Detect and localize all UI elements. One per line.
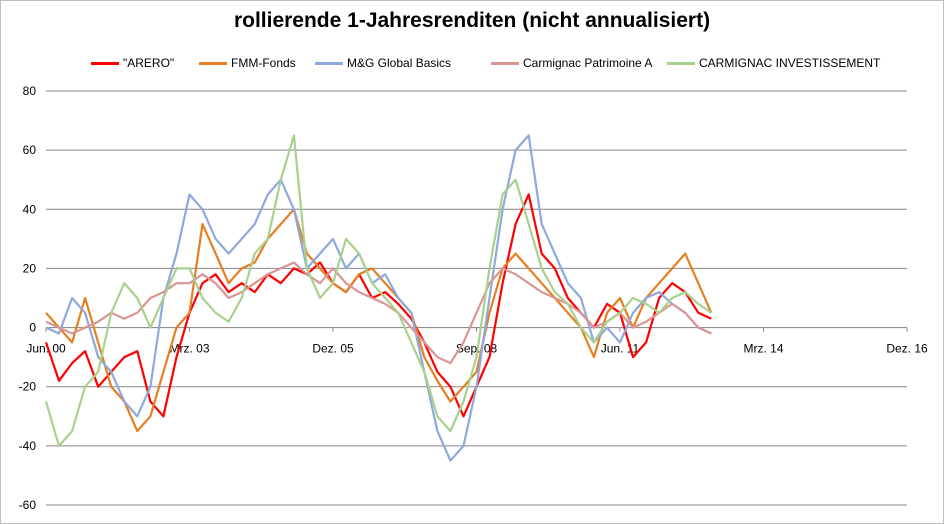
x-tick-label: Mrz. 14 (743, 342, 783, 356)
series-line-3 (45, 134, 712, 462)
legend: "ARERO" FMM-Fonds M&G Global Basics Carmign… (91, 55, 891, 71)
chart-title: rollierende 1-Jahresrenditen (nicht annu… (233, 9, 711, 32)
x-tick-label: Dez. 05 (312, 342, 354, 356)
y-tick-label: 40 (23, 202, 37, 216)
y-tick-label: 20 (23, 261, 37, 275)
legend-swatch (667, 62, 695, 65)
x-tick-label: Dez. 16 (886, 342, 928, 356)
y-tick-label: 0 (29, 321, 36, 335)
series-line-4 (45, 261, 712, 365)
legend-label: CARMIGNAC INVESTISSEMENT (699, 56, 881, 70)
legend-swatch (491, 62, 519, 65)
series-line-1 (44, 193, 712, 418)
y-tick-label: -60 (19, 498, 37, 512)
x-tick-label: Mrz. 03 (169, 342, 209, 356)
legend-label: "ARERO" (123, 56, 175, 70)
x-tick-label: Jun. 11 (601, 342, 640, 356)
legend-swatch (315, 62, 343, 65)
y-tick-label: -40 (19, 439, 37, 453)
legend-label: M&G Global Basics (347, 56, 452, 70)
legend-swatch (199, 62, 227, 65)
legend-swatch (91, 62, 119, 65)
x-tick-label: Jun. 00 (26, 342, 66, 356)
legend-label: FMM-Fonds (231, 56, 296, 70)
y-tick-label: 80 (23, 84, 37, 98)
series-line-5 (44, 134, 712, 447)
y-tick-label: -20 (19, 380, 37, 394)
legend-label: Carmignac Patrimoine A (523, 56, 653, 70)
y-tick-label: 60 (23, 143, 37, 157)
